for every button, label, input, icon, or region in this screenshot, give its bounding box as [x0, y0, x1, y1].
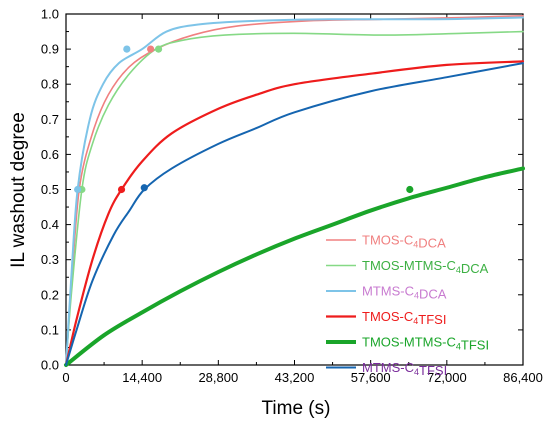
- legend-text-part: TFSI: [418, 312, 446, 327]
- y-tick-label: 1.0: [41, 7, 59, 22]
- legend-label-6: MTMS-C4TFSI: [362, 360, 447, 378]
- y-tick-label: 0.5: [41, 182, 59, 197]
- legend-label-2: TMOS-MTMS-C4DCA: [362, 258, 489, 276]
- legend-label-3: MTMS-C4DCA: [362, 284, 447, 302]
- series-marker-3: [74, 185, 82, 194]
- series-marker-5: [406, 185, 414, 194]
- x-tick-label: 57,600: [351, 370, 391, 385]
- legend-label-5: TMOS-MTMS-C4TFSI: [362, 335, 489, 353]
- legend-text-part: TMOS-C: [362, 309, 413, 324]
- y-tick-label: 0.0: [41, 358, 59, 373]
- x-tick-label: 86,400: [503, 370, 543, 385]
- y-tick-label: 0.8: [41, 77, 59, 92]
- series-marker-1: [147, 45, 155, 53]
- series-line-5: [64, 166, 525, 367]
- x-tick-label: 28,800: [198, 370, 238, 385]
- legend-subscript: 4: [413, 316, 418, 326]
- legend-subscript: 4: [414, 367, 419, 377]
- x-tick-label: 0: [62, 370, 69, 385]
- x-tick-label: 43,200: [275, 370, 315, 385]
- series-line-3: [65, 16, 524, 366]
- legend-text-part: DCA: [418, 236, 446, 251]
- plot-frame: [65, 13, 524, 366]
- legend-label-1: TMOS-C4DCA: [362, 233, 446, 251]
- legend-text-part: DCA: [419, 287, 447, 302]
- series-marker-4: [117, 185, 126, 194]
- y-tick-label: 0.4: [41, 217, 59, 232]
- series-line-4: [64, 60, 525, 367]
- legend-text-part: TFSI: [461, 338, 489, 353]
- series-marker-2: [154, 45, 163, 53]
- legend: TMOS-C4DCATMOS-MTMS-C4DCAMTMS-C4DCATMOS-…: [326, 233, 489, 378]
- series-marker-6: [140, 184, 148, 192]
- legend-subscript: 4: [456, 265, 461, 275]
- legend-text-part: TMOS-MTMS-C: [362, 258, 456, 273]
- y-axis-title: IL washout degree: [8, 112, 29, 268]
- y-tick-label: 0.3: [41, 252, 59, 267]
- y-tick-label: 0.7: [41, 112, 59, 127]
- series-line-6: [65, 62, 524, 366]
- series-markers: [74, 45, 414, 194]
- y-tick-label: 0.6: [41, 147, 59, 162]
- legend-text-part: TMOS-C: [362, 233, 413, 248]
- series-marker-3: [123, 45, 131, 53]
- y-tick-label: 0.1: [41, 322, 59, 337]
- series-lines: [64, 14, 525, 367]
- x-axis-title: Time (s): [262, 398, 331, 419]
- legend-text-part: DCA: [461, 261, 489, 276]
- legend-text-part: TFSI: [419, 363, 447, 378]
- legend-text-part: MTMS-C: [362, 284, 414, 299]
- legend-text-part: MTMS-C: [362, 360, 414, 375]
- axes: 0 14,400 28,800 43,200 57,600 72,000 86,400 0.0…: [41, 7, 543, 386]
- legend-subscript: 4: [414, 291, 419, 301]
- y-tick-label: 0.9: [41, 42, 59, 57]
- legend-text-part: TMOS-MTMS-C: [362, 335, 456, 350]
- x-tick-label: 72,000: [427, 370, 467, 385]
- legend-subscript: 4: [456, 342, 461, 352]
- legend-label-4: TMOS-C4TFSI: [362, 309, 446, 327]
- y-tick-label: 0.2: [41, 287, 59, 302]
- legend-subscript: 4: [413, 240, 418, 250]
- x-tick-label: 14,400: [122, 370, 162, 385]
